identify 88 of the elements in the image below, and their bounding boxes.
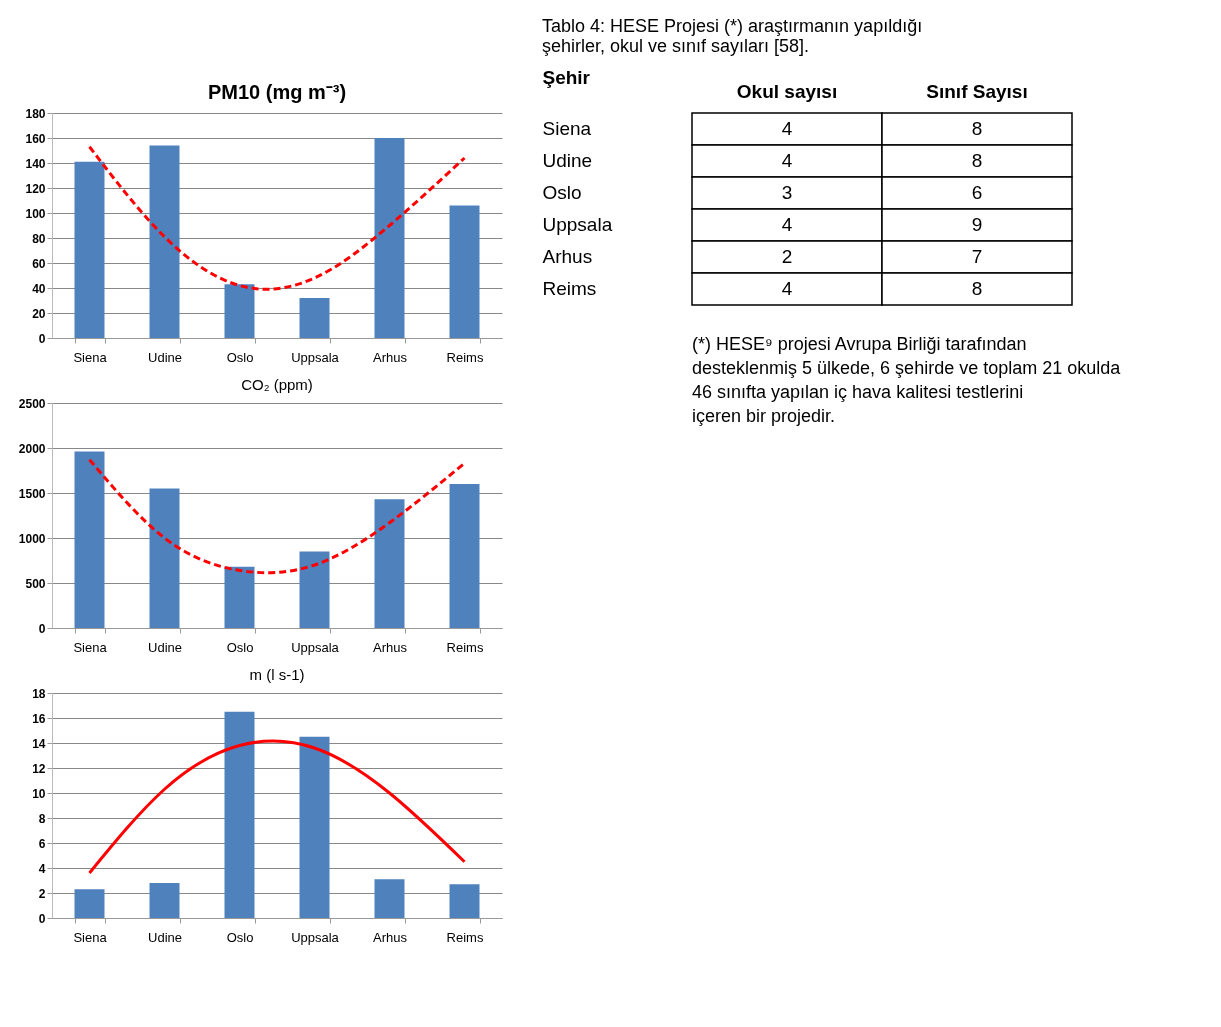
y-tick-label: Udine	[542, 150, 593, 171]
x-tick-label: Udine	[148, 639, 182, 655]
y-tick-label: 10	[32, 786, 46, 801]
data-label: 2	[781, 246, 793, 267]
y-tick-label: 120	[25, 181, 46, 196]
x-tick-label: Arhus	[373, 349, 408, 365]
y-tick-label: 14	[32, 736, 46, 751]
y-tick-label: 2500	[18, 396, 46, 411]
y-tick-label: 0	[38, 621, 46, 636]
x-tick-label: Udine	[148, 349, 182, 365]
y-tick-label: Siena	[542, 118, 592, 139]
x-tick-label: Oslo	[226, 639, 254, 655]
text: (*) HESE⁹ projesi Avrupa Birliği tarafından desteklenmiş 5 ülkede, 6 şehirde ve toplam 21 okulda 46 sınıfta yapılan iç hava kalitesi testlerini içeren bir projedir.	[692, 334, 1122, 426]
y-tick-label: 0	[38, 911, 46, 926]
bar	[299, 551, 330, 628]
x-tick-label: Sınıf Sayısı	[926, 80, 1028, 102]
data-label: 4	[781, 214, 793, 235]
bar	[149, 488, 180, 628]
bar	[449, 884, 480, 918]
y-tick-label: Reims	[542, 278, 597, 299]
x-tick-label: Arhus	[373, 639, 408, 655]
x-tick-label: Okul sayısı	[736, 80, 838, 102]
chart-title: m (l s-1)	[249, 666, 305, 683]
bar	[374, 499, 405, 628]
bar	[374, 879, 405, 918]
bar	[74, 161, 105, 338]
y-tick-label: 20	[32, 306, 46, 321]
y-tick-label: 1000	[18, 531, 46, 546]
bar	[74, 451, 105, 628]
y-tick-label: 160	[25, 131, 46, 146]
y-tick-label: 60	[32, 256, 46, 271]
y-tick-label: 6	[38, 836, 46, 851]
x-tick-label: Udine	[148, 929, 182, 945]
y-tick-label: 0	[38, 331, 46, 346]
y-tick-label: 80	[32, 231, 46, 246]
chart-title: PM10 (mg m⁻³)	[207, 81, 347, 103]
x-tick-label: Reims	[446, 349, 484, 365]
y-tick-label: 16	[32, 711, 46, 726]
data-label: 6	[971, 182, 983, 203]
data-label: 9	[971, 214, 983, 235]
bar	[149, 145, 180, 338]
bar	[299, 298, 330, 338]
y-tick-label: Uppsala	[542, 214, 613, 235]
y-tick-label: 4	[38, 861, 46, 876]
x-tick-label: Uppsala	[291, 349, 340, 365]
x-tick-label: Siena	[73, 349, 108, 365]
y-tick-label: 8	[38, 811, 46, 826]
x-tick-label: Uppsala	[291, 929, 340, 945]
y-tick-label: Oslo	[542, 182, 582, 203]
data-label: 4	[781, 278, 793, 299]
y-axis-title: Şehir	[542, 66, 591, 88]
data-label: 4	[781, 150, 793, 171]
y-tick-label: 180	[25, 106, 46, 121]
y-tick-label: 18	[32, 686, 46, 701]
bar	[374, 138, 405, 338]
bar	[149, 883, 180, 918]
chart-title: Tablo 4: HESE Projesi (*) araştırmanın yapıldığı şehirler, okul ve sınıf sayıları [58].	[542, 16, 923, 56]
data-label: 8	[971, 150, 983, 171]
data-label: 4	[781, 118, 793, 139]
bar	[299, 736, 330, 918]
data-label: 7	[971, 246, 983, 267]
y-tick-label: 100	[25, 206, 46, 221]
bar	[449, 205, 480, 338]
y-tick-label: 2000	[18, 441, 46, 456]
y-tick-label: 12	[32, 761, 46, 776]
bar	[224, 711, 255, 918]
x-tick-label: Reims	[446, 639, 484, 655]
x-tick-label: Oslo	[226, 929, 254, 945]
y-tick-label: 40	[32, 281, 46, 296]
x-tick-label: Siena	[73, 639, 108, 655]
data-label: 8	[971, 118, 983, 139]
x-tick-label: Uppsala	[291, 639, 340, 655]
data-label: 3	[781, 182, 793, 203]
bar	[449, 484, 480, 628]
bar	[224, 284, 255, 338]
y-tick-label: 500	[25, 576, 46, 591]
chart-title: CO₂ (ppm)	[241, 376, 313, 393]
y-tick-label: 2	[38, 886, 46, 901]
y-tick-label: 140	[25, 156, 46, 171]
x-tick-label: Reims	[446, 929, 484, 945]
data-label: 8	[971, 278, 983, 299]
bar	[224, 566, 255, 628]
y-tick-label: 1500	[18, 486, 46, 501]
x-tick-label: Arhus	[373, 929, 408, 945]
y-tick-label: Arhus	[542, 246, 593, 267]
x-tick-label: Siena	[73, 929, 108, 945]
x-tick-label: Oslo	[226, 349, 254, 365]
bar	[74, 889, 105, 918]
